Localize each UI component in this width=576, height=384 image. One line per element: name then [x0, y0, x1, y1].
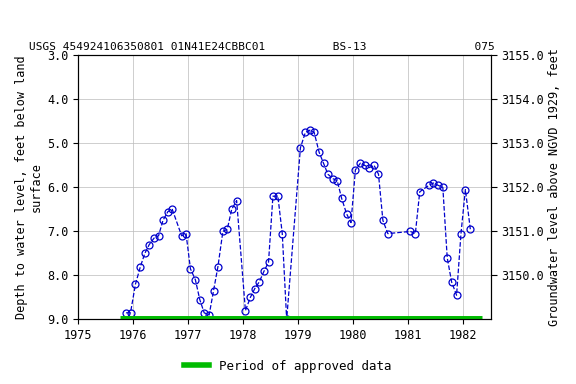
Y-axis label: Groundwater level above NGVD 1929, feet: Groundwater level above NGVD 1929, feet	[548, 48, 561, 326]
Y-axis label: Depth to water level, feet below land
surface: Depth to water level, feet below land su…	[15, 56, 43, 319]
Text: USGS 454924106350801 01N41E24CBBC01          BS-13                075: USGS 454924106350801 01N41E24CBBC01 BS-1…	[29, 42, 495, 52]
Legend: Period of approved data: Period of approved data	[179, 355, 397, 378]
